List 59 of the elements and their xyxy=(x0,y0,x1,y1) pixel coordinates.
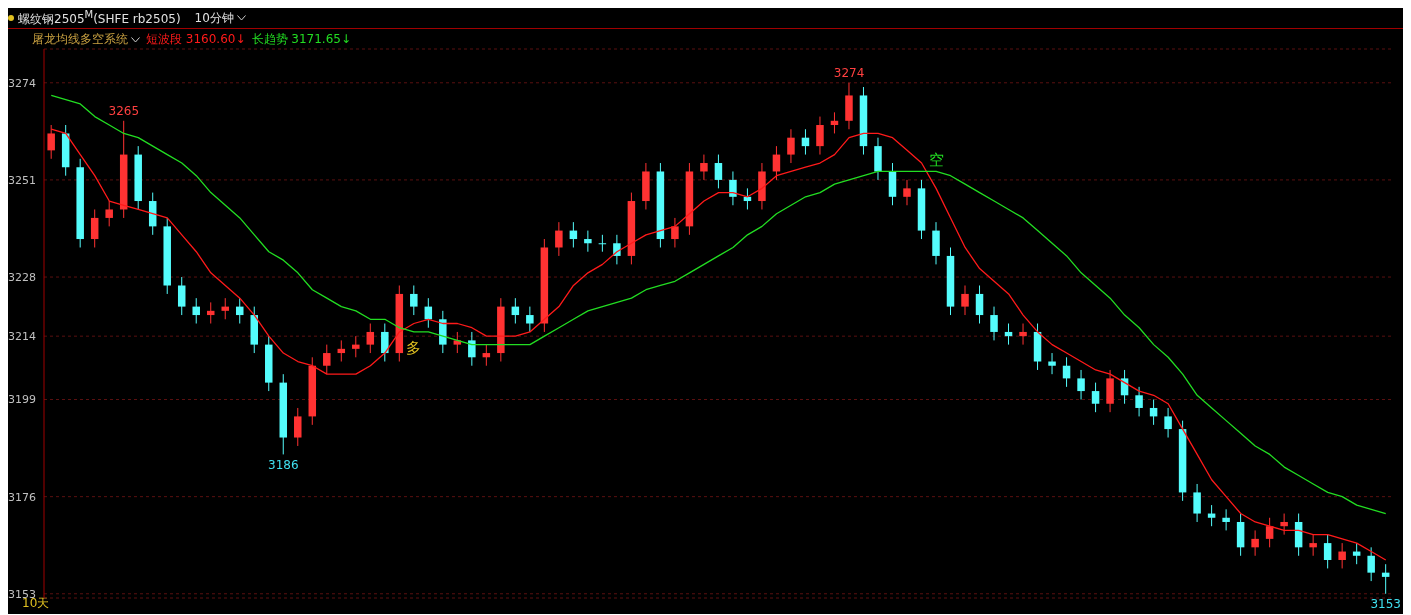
candlestick xyxy=(903,179,911,206)
candlestick xyxy=(1222,508,1230,531)
candlestick xyxy=(700,154,708,181)
candlestick xyxy=(1048,352,1056,375)
candlestick xyxy=(90,208,99,248)
candlestick xyxy=(468,331,476,367)
candlestick xyxy=(714,154,723,189)
y-tick-label: 3176 xyxy=(8,490,36,504)
annotation: 多 xyxy=(406,338,422,357)
candlestick xyxy=(1280,513,1288,536)
candlestick xyxy=(1135,386,1143,417)
candlestick xyxy=(192,297,200,324)
candlestick xyxy=(584,230,592,253)
line-series xyxy=(50,94,1387,515)
annotation: 3265 xyxy=(108,103,140,118)
candlestick xyxy=(816,116,824,156)
annotation: 3274 xyxy=(833,65,865,80)
candlestick xyxy=(961,284,969,316)
candlestick xyxy=(1251,529,1259,557)
legend-title: 屠龙均线多空系统 xyxy=(32,31,129,48)
candlestick xyxy=(787,128,795,164)
candlestick xyxy=(671,217,679,248)
line-series xyxy=(50,128,1387,561)
candlestick xyxy=(990,306,998,341)
chart-title: 螺纹钢2505$^{M}$(SHFE rb2505) xyxy=(18,8,181,28)
candlestick xyxy=(1193,483,1201,523)
chart-subtitle: 10分钟 xyxy=(194,9,235,27)
candlestick xyxy=(1323,534,1332,569)
candlestick xyxy=(526,306,534,333)
candlestick xyxy=(323,344,331,375)
candlestick xyxy=(1091,382,1100,413)
annotation: 3186 xyxy=(268,457,299,472)
candlestick xyxy=(47,124,55,160)
candlestick xyxy=(381,323,389,363)
y-tick-label: 3274 xyxy=(8,76,36,90)
y-tick-label: 3228 xyxy=(8,270,36,284)
candlestick xyxy=(105,200,113,227)
text: 短波段 3160.60↓ xyxy=(146,31,246,48)
candlestick xyxy=(352,335,360,358)
candlestick xyxy=(221,297,229,320)
candlestick xyxy=(177,276,186,316)
candlestick xyxy=(555,221,563,257)
y-tick-label: 3251 xyxy=(8,173,36,187)
candlestick xyxy=(1164,407,1172,439)
candlestick xyxy=(729,170,737,206)
candlestick xyxy=(1019,323,1027,346)
annotation: 空 xyxy=(928,151,944,170)
annotation: 3153 xyxy=(1370,597,1402,612)
candlestick xyxy=(366,323,375,354)
text: 长趋势 3171.65↓ xyxy=(251,31,351,48)
candlestick xyxy=(975,284,984,324)
candlestick xyxy=(1309,534,1317,557)
candlestick xyxy=(1367,546,1375,582)
candlestick xyxy=(1077,369,1085,401)
candlestick xyxy=(410,284,418,316)
candlestick xyxy=(294,407,302,447)
y-tick-label: 3199 xyxy=(8,393,36,407)
candlestick xyxy=(1338,542,1346,569)
y-tick-label: 3214 xyxy=(8,330,36,344)
